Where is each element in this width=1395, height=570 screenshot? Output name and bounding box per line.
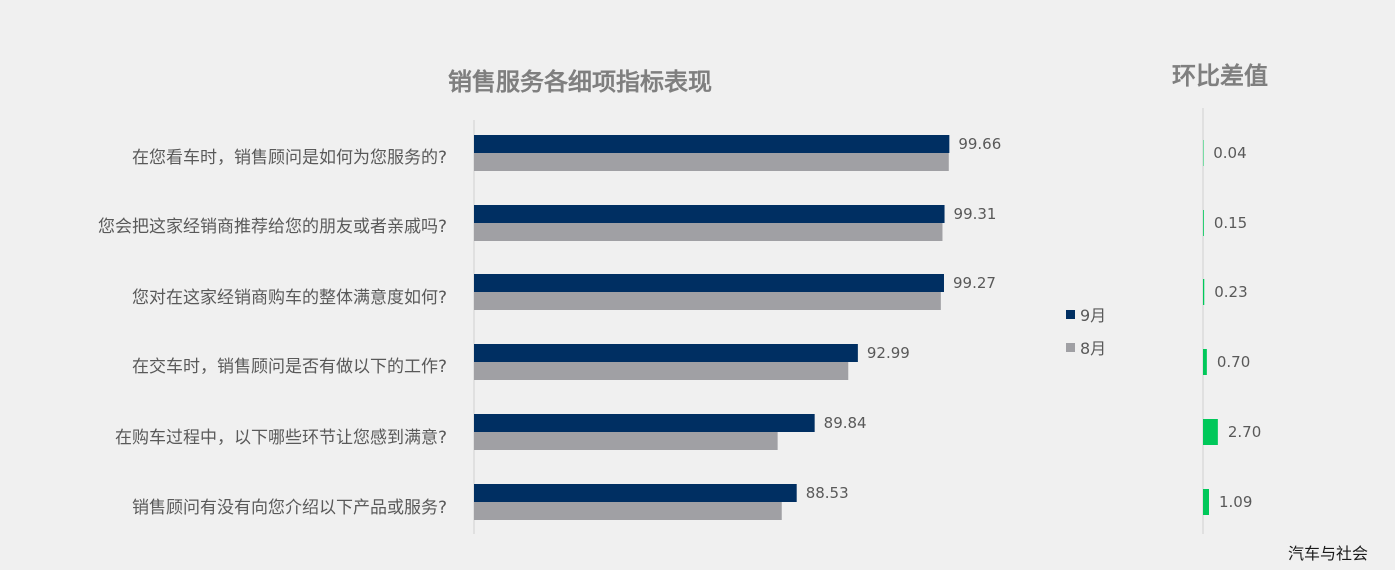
- bar-aug: [474, 223, 943, 241]
- data-label: 89.84: [824, 414, 867, 432]
- bar-sep: [474, 414, 815, 432]
- diff-bar: [1203, 419, 1218, 445]
- bar-aug: [474, 432, 778, 450]
- category-label: 在购车过程中，以下哪些环节让您感到满意?: [114, 428, 447, 448]
- data-label: 99.66: [958, 135, 1001, 153]
- legend-swatch: [1066, 342, 1075, 352]
- legend-swatch: [1066, 309, 1075, 319]
- diff-bar: [1203, 140, 1204, 166]
- bar-aug: [474, 153, 949, 171]
- diff-bar: [1203, 349, 1207, 375]
- category-label: 在交车时，销售顾问是否有做以下的工作?: [131, 357, 447, 377]
- bar-sep: [474, 274, 944, 292]
- diff-label: 0.70: [1217, 353, 1250, 371]
- bar-aug: [474, 502, 782, 520]
- bar-sep: [474, 484, 797, 502]
- category-label: 在您看车时，销售顾问是如何为您服务的?: [131, 148, 447, 168]
- bar-aug: [474, 292, 941, 310]
- legend-label: 9月: [1080, 306, 1107, 325]
- diff-label: 2.70: [1228, 423, 1261, 441]
- data-label: 99.31: [954, 205, 997, 223]
- bar-aug: [474, 362, 849, 380]
- diff-panel-title: 环比差值: [1172, 62, 1268, 90]
- watermark: 汽车与社会: [1288, 544, 1369, 563]
- legend-item-8: 8月: [1066, 335, 1106, 359]
- legend-label: 8月: [1080, 339, 1107, 358]
- legend-item-9: 9月: [1066, 302, 1106, 326]
- category-label: 您对在这家经销商购车的整体满意度如何?: [131, 288, 447, 308]
- diff-bar: [1203, 210, 1204, 236]
- category-label: 销售顾问有没有向您介绍以下产品或服务?: [131, 498, 447, 518]
- diff-label: 0.15: [1214, 214, 1247, 232]
- diff-label: 0.23: [1214, 283, 1247, 301]
- chart-title: 销售服务各细项指标表现: [448, 68, 712, 96]
- category-label: 您会把这家经销商推荐给您的朋友或者亲戚吗?: [97, 217, 447, 237]
- diff-label: 1.09: [1219, 493, 1252, 511]
- bar-sep: [474, 135, 950, 153]
- diff-label: 0.04: [1213, 144, 1246, 162]
- diff-bar: [1203, 489, 1209, 515]
- data-label: 92.99: [867, 344, 910, 362]
- data-label: 88.53: [806, 484, 849, 502]
- bar-sep: [474, 344, 858, 362]
- data-label: 99.27: [953, 274, 996, 292]
- bar-sep: [474, 205, 945, 223]
- diff-bar: [1203, 279, 1205, 305]
